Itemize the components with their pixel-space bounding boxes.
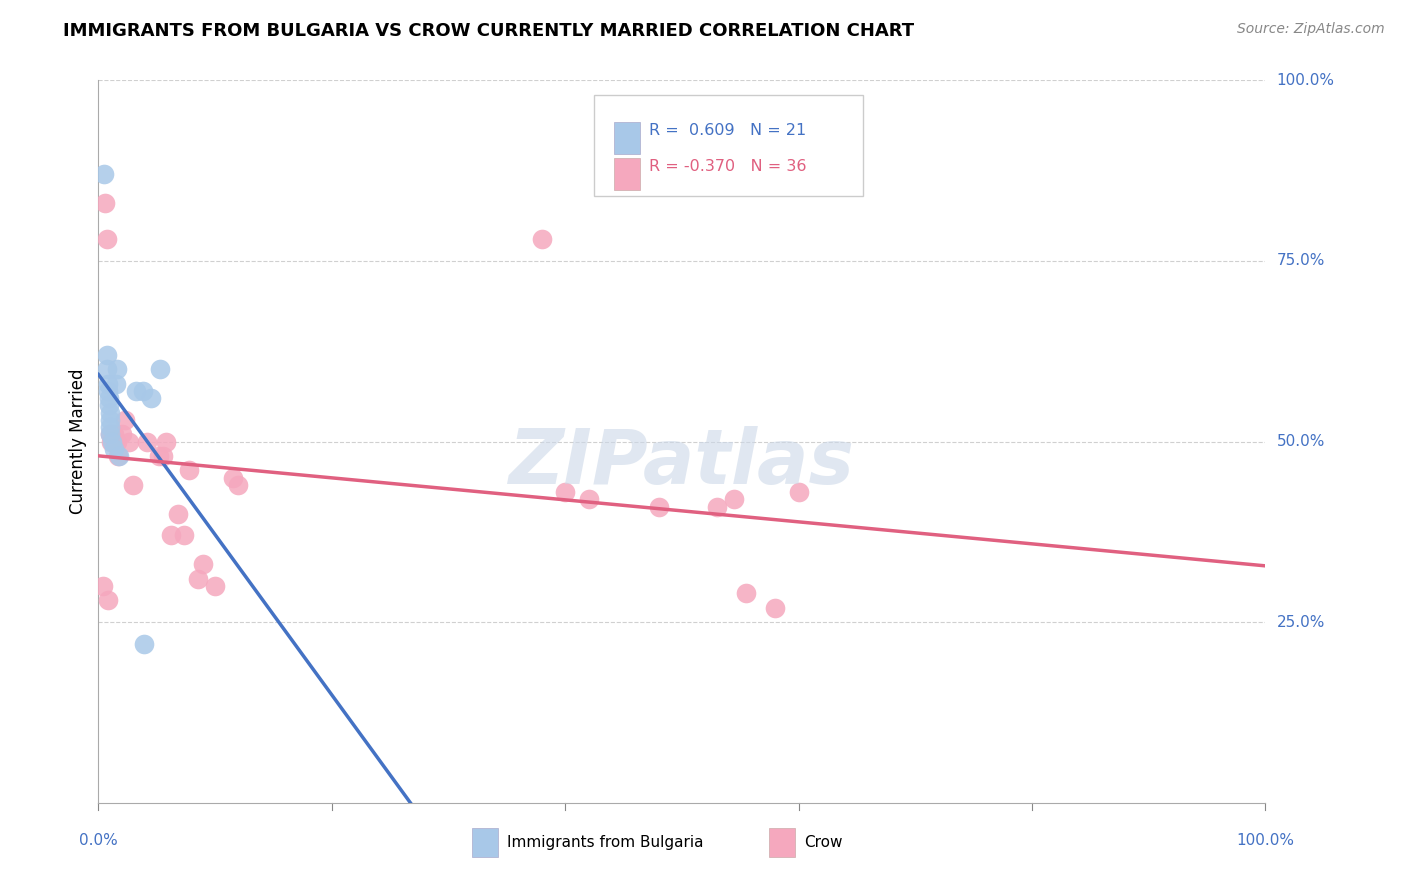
Point <box>763 600 786 615</box>
Point <box>173 528 195 542</box>
Text: ZIPatlas: ZIPatlas <box>509 426 855 500</box>
Point <box>97 391 120 405</box>
Point <box>98 406 121 420</box>
Point <box>530 232 553 246</box>
Point <box>139 391 162 405</box>
Text: 25.0%: 25.0% <box>1277 615 1324 630</box>
Point <box>105 434 128 449</box>
Text: Crow: Crow <box>804 835 844 850</box>
Text: Immigrants from Bulgaria: Immigrants from Bulgaria <box>508 835 703 850</box>
Text: 100.0%: 100.0% <box>1236 833 1295 848</box>
Text: 75.0%: 75.0% <box>1277 253 1324 268</box>
Point <box>111 427 134 442</box>
Point <box>96 232 118 246</box>
Point <box>193 558 215 572</box>
Point <box>98 420 121 434</box>
Point <box>148 449 170 463</box>
Point <box>787 485 810 500</box>
Point <box>114 413 136 427</box>
Point <box>723 492 745 507</box>
Text: R = -0.370   N = 36: R = -0.370 N = 36 <box>650 160 807 175</box>
Point <box>647 500 669 514</box>
Point <box>204 579 226 593</box>
Point <box>97 398 120 412</box>
FancyBboxPatch shape <box>614 122 640 154</box>
Point <box>98 427 121 442</box>
Point <box>125 384 148 398</box>
Point <box>132 637 155 651</box>
Point <box>97 376 120 391</box>
Point <box>166 507 188 521</box>
Point <box>94 196 117 211</box>
Point <box>105 362 128 376</box>
Y-axis label: Currently Married: Currently Married <box>69 368 87 515</box>
Point <box>97 384 120 398</box>
Point <box>228 478 250 492</box>
Point <box>136 434 159 449</box>
Point <box>98 413 121 427</box>
FancyBboxPatch shape <box>472 828 498 857</box>
Point <box>96 362 118 376</box>
Point <box>735 586 758 600</box>
Point <box>101 434 124 449</box>
FancyBboxPatch shape <box>769 828 796 857</box>
Point <box>122 478 145 492</box>
FancyBboxPatch shape <box>614 158 640 191</box>
Point <box>179 463 201 477</box>
Point <box>100 434 122 449</box>
Point <box>159 528 181 542</box>
Text: 50.0%: 50.0% <box>1277 434 1324 449</box>
Point <box>104 434 127 449</box>
Point <box>149 362 172 376</box>
Text: Source: ZipAtlas.com: Source: ZipAtlas.com <box>1237 22 1385 37</box>
Point <box>108 449 131 463</box>
Text: 100.0%: 100.0% <box>1277 73 1334 87</box>
Point <box>97 593 120 607</box>
Point <box>103 427 125 442</box>
Point <box>91 579 114 593</box>
Point <box>578 492 600 507</box>
Point <box>554 485 576 500</box>
Point <box>93 167 115 181</box>
Point <box>98 427 121 442</box>
Point <box>103 442 125 456</box>
Text: 0.0%: 0.0% <box>79 833 118 848</box>
Point <box>107 449 129 463</box>
Text: R =  0.609   N = 21: R = 0.609 N = 21 <box>650 123 807 138</box>
Point <box>152 449 174 463</box>
FancyBboxPatch shape <box>595 95 863 196</box>
Text: IMMIGRANTS FROM BULGARIA VS CROW CURRENTLY MARRIED CORRELATION CHART: IMMIGRANTS FROM BULGARIA VS CROW CURRENT… <box>63 22 914 40</box>
Point <box>155 434 177 449</box>
Point <box>132 384 155 398</box>
Point <box>118 434 141 449</box>
Point <box>187 572 209 586</box>
Point <box>221 470 243 484</box>
Point <box>96 348 118 362</box>
Point <box>104 376 127 391</box>
Point <box>706 500 728 514</box>
